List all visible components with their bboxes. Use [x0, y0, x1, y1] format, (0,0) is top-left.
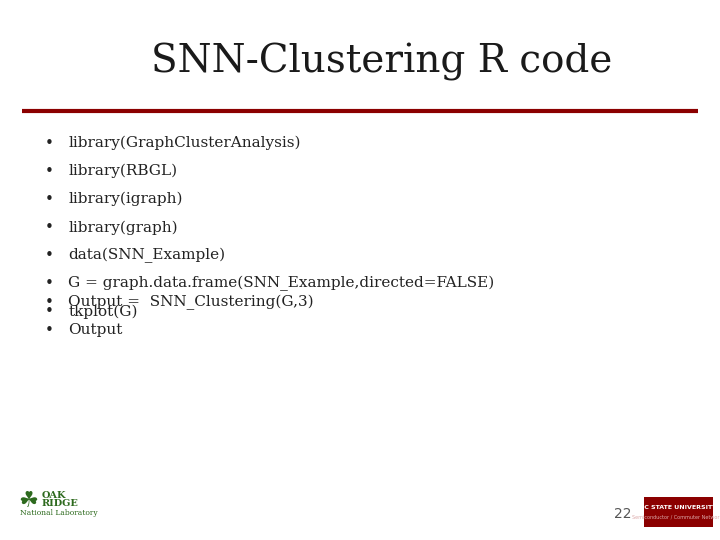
Text: library(igraph): library(igraph)	[68, 192, 183, 206]
Text: Output: Output	[68, 323, 123, 338]
Text: NC STATE UNIVERSITY: NC STATE UNIVERSITY	[639, 505, 717, 510]
Text: library(graph): library(graph)	[68, 220, 178, 234]
Text: G = graph.data.frame(SNN_Example,directed=FALSE): G = graph.data.frame(SNN_Example,directe…	[68, 276, 495, 291]
Text: •: •	[45, 220, 53, 235]
Text: •: •	[45, 248, 53, 263]
Bar	[644, 497, 713, 526]
Text: tkplot(G): tkplot(G)	[68, 305, 138, 319]
Text: •: •	[45, 164, 53, 179]
Text: •: •	[45, 136, 53, 151]
Text: •: •	[45, 192, 53, 207]
Text: •: •	[45, 295, 53, 310]
Text: data(SNN_Example): data(SNN_Example)	[68, 248, 225, 263]
Text: 22: 22	[614, 507, 631, 521]
Text: National Laboratory: National Laboratory	[20, 509, 98, 517]
Text: ☘: ☘	[18, 491, 38, 511]
Text: library(GraphClusterAnalysis): library(GraphClusterAnalysis)	[68, 136, 301, 150]
Text: OAK: OAK	[42, 491, 66, 500]
Text: Output =  SNN_Clustering(G,3): Output = SNN_Clustering(G,3)	[68, 295, 314, 310]
Text: SNN-Clustering R code: SNN-Clustering R code	[151, 43, 612, 81]
Text: library(RBGL): library(RBGL)	[68, 164, 178, 178]
Text: •: •	[45, 276, 53, 291]
Text: •: •	[45, 323, 53, 338]
Text: •: •	[45, 304, 53, 319]
Text: RIDGE: RIDGE	[42, 499, 78, 508]
Text: Semiconductor / Commuter Networks: Semiconductor / Commuter Networks	[632, 515, 720, 520]
